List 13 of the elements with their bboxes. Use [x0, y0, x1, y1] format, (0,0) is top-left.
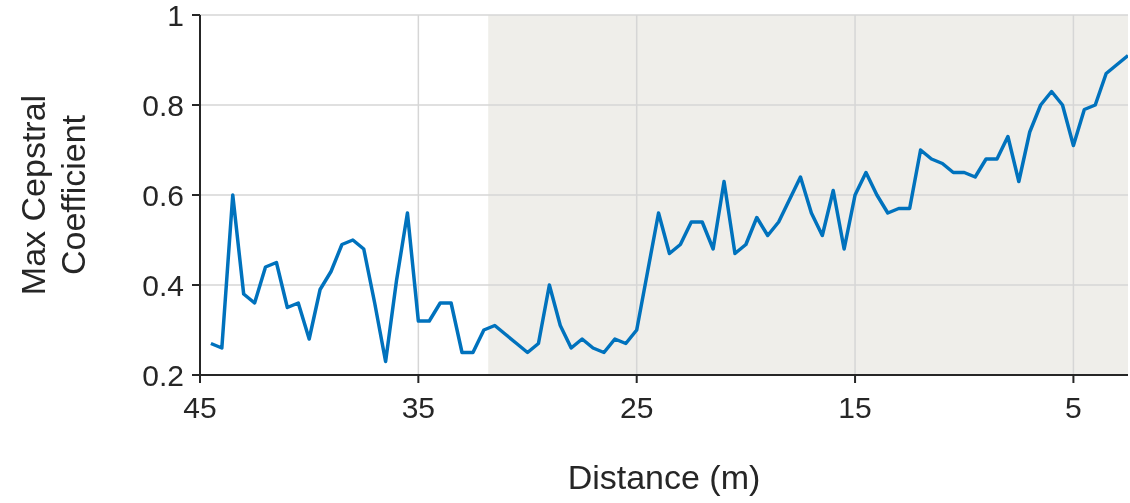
x-tick-label: 15	[838, 391, 872, 425]
x-tick-label: 5	[1065, 391, 1082, 425]
x-tick-label: 25	[620, 391, 654, 425]
y-tick-label: 0.8	[142, 88, 184, 122]
y-tick-label: 1	[167, 0, 184, 32]
x-axis-title: Distance (m)	[567, 458, 761, 496]
y-axis-title: Max Cepstral Coefficient	[14, 94, 92, 296]
line-series	[209, 53, 1128, 364]
y-tick-label: 0.6	[142, 178, 184, 212]
y-tick-label: 0.2	[142, 358, 184, 392]
y-tick-label: 0.4	[142, 268, 184, 302]
x-tick-label: 45	[183, 391, 217, 425]
x-tick-label: 35	[401, 391, 436, 425]
